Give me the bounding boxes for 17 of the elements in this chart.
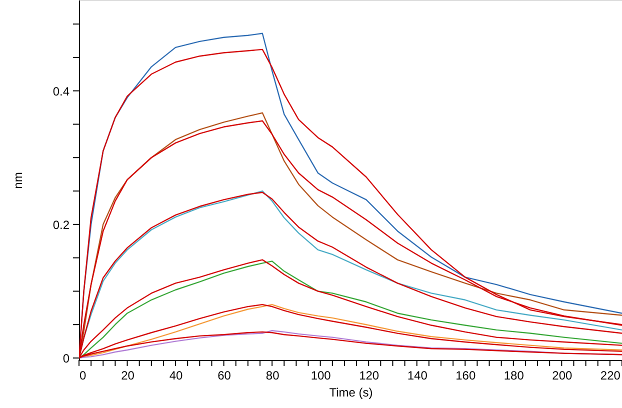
x-tick-label: 160 [456,368,476,382]
y-tick-label: 0.4 [52,84,70,98]
x-tick-label: 200 [552,368,572,382]
x-tick-label: 0 [80,368,86,382]
y-tick-label: 0.2 [52,218,70,232]
x-tick-label: 40 [169,368,184,382]
x-tick-label: 120 [359,368,380,382]
x-tick-label: 60 [218,368,232,382]
x-tick-label: 220 [600,368,621,382]
x-tick-label: 180 [504,368,524,382]
x-tick-label: 20 [121,368,135,382]
x-tick-label: 140 [407,368,428,382]
x-tick-label: 80 [266,368,280,382]
y-axis-title: nm [10,172,25,189]
x-axis-title: Time (s) [329,386,373,400]
x-tick-label: 100 [310,368,332,382]
y-tick-label: 0 [62,351,70,366]
